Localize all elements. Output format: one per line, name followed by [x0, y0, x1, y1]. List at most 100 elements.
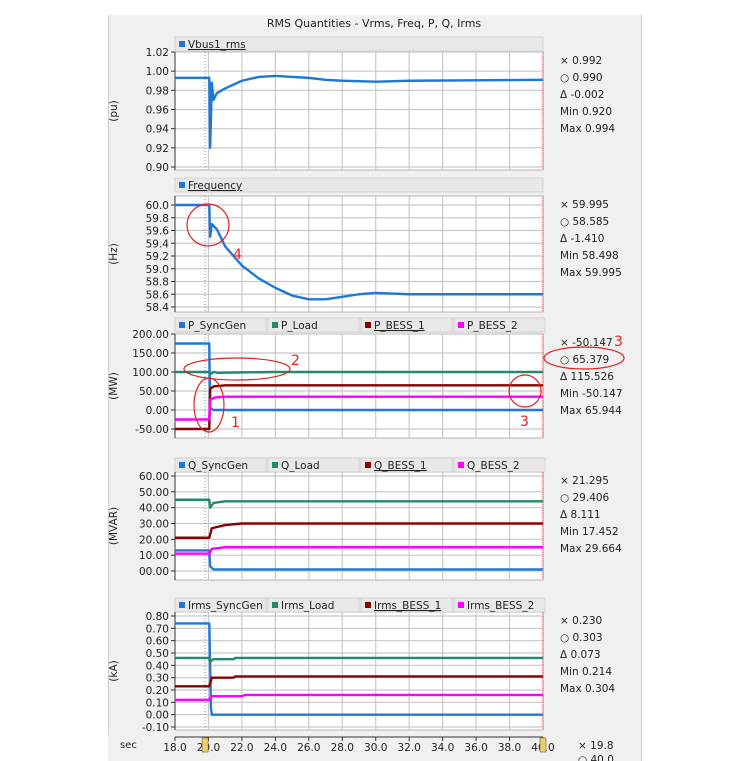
legend-label[interactable]: Q_SyncGen — [188, 460, 248, 472]
readout-x: × 59.995 — [560, 199, 609, 211]
x-tick-label: 24.0 — [264, 742, 287, 754]
legend-label[interactable]: P_Load — [281, 320, 318, 332]
legend-label[interactable]: Irms_SyncGen — [188, 600, 263, 612]
series-line-q_syncgen — [175, 549, 543, 571]
series-line-q_load — [175, 498, 543, 509]
legend-label[interactable]: Q_BESS_1 — [374, 460, 427, 472]
y-tick-label: 58.4 — [146, 302, 170, 314]
readout-min: Min 17.452 — [560, 526, 619, 538]
x-tick-label: 18.0 — [163, 742, 186, 754]
legend-label[interactable]: Vbus1_rms — [188, 39, 246, 51]
series-line-p_bess_2 — [175, 395, 543, 421]
readout-max: Max 59.995 — [560, 267, 622, 279]
series-line-irms_load — [175, 656, 543, 663]
readout-delta: Δ -1.410 — [560, 233, 604, 245]
legend-label[interactable]: Q_Load — [281, 460, 320, 472]
plot-area-3 — [174, 471, 544, 581]
legend-label[interactable]: P_BESS_2 — [467, 320, 518, 332]
y-tick-label: 59.6 — [146, 226, 170, 238]
legend-swatch — [458, 322, 464, 328]
legend-tab[interactable] — [453, 317, 546, 333]
readout-min: Min 0.214 — [560, 666, 612, 678]
y-tick-label: 0.90 — [146, 162, 169, 174]
legend-tab[interactable] — [267, 457, 360, 473]
legend-tab[interactable] — [360, 457, 453, 473]
readout-x: × -50.147 — [560, 337, 613, 349]
y-tick-label: 50.00 — [139, 386, 169, 398]
readout-max: Max 29.664 — [560, 543, 622, 555]
readout-max: Max 65.944 — [560, 405, 622, 417]
cursor-x-handle[interactable] — [201, 737, 209, 753]
legend-swatch — [179, 41, 185, 47]
series-line-irms_bess_1 — [175, 675, 543, 688]
legend-tab[interactable] — [267, 597, 360, 613]
legend-swatch — [365, 462, 371, 468]
series-line-frequency — [175, 203, 543, 301]
legend-swatch — [272, 322, 278, 328]
legend-swatch — [458, 602, 464, 608]
legend-tab[interactable] — [360, 317, 453, 333]
annotation-ellipse-2 — [183, 357, 291, 381]
readout-x: × 0.230 — [560, 615, 602, 627]
y-tick-label: 0.96 — [146, 105, 170, 117]
readout-delta: Δ 115.526 — [560, 371, 614, 383]
y-tick-label: 00.00 — [139, 566, 169, 578]
readout-min: Min -50.147 — [560, 388, 623, 400]
y-tick-label: 0.20 — [146, 685, 169, 697]
legend-tab[interactable] — [267, 317, 360, 333]
legend-tab[interactable] — [174, 597, 267, 613]
x-tick-label: 22.0 — [230, 742, 253, 754]
x-tick-label: 38.0 — [498, 742, 521, 754]
legend-label[interactable]: Q_BESS_2 — [467, 460, 520, 472]
y-axis-label: (kA) — [108, 660, 120, 681]
y-tick-label: 0.70 — [146, 623, 169, 635]
y-tick-label: -50.00 — [135, 424, 169, 436]
y-tick-label: 100.00 — [132, 367, 169, 379]
annotation-ellipse-readout — [543, 346, 625, 370]
y-tick-label: 150.00 — [132, 348, 169, 360]
legend-tab[interactable] — [453, 597, 546, 613]
legend-label[interactable]: Irms_BESS_2 — [467, 600, 534, 612]
legend-label[interactable]: Frequency — [188, 180, 242, 192]
annotation-label-3-readout: 3 — [614, 334, 623, 350]
readout-o: ○ 0.990 — [560, 72, 603, 84]
legend-label[interactable]: P_SyncGen — [188, 320, 246, 332]
cursor-o-handle[interactable] — [539, 737, 547, 753]
legend-label[interactable]: P_BESS_1 — [374, 320, 425, 332]
legend-tab[interactable] — [360, 597, 453, 613]
legend-swatch — [179, 462, 185, 468]
x-readout-o: ○ 40.0 — [578, 754, 614, 761]
legend-label[interactable]: Irms_BESS_1 — [374, 600, 441, 612]
legend-label[interactable]: Irms_Load — [281, 600, 334, 612]
x-tick-label: 28.0 — [331, 742, 354, 754]
plot-area-4 — [174, 611, 544, 731]
annotation-label-2: 2 — [291, 353, 300, 369]
y-tick-label: 200.00 — [132, 329, 169, 341]
y-tick-label: 1.00 — [146, 66, 169, 78]
legend-swatch — [458, 462, 464, 468]
window-title: RMS Quantities - Vrms, Freq, P, Q, Irms — [266, 17, 482, 30]
series-line-vbus1_rms — [175, 74, 544, 150]
y-tick-label: 0.40 — [146, 660, 169, 672]
legend-swatch — [272, 602, 278, 608]
readout-min: Min 58.498 — [560, 250, 619, 262]
legend-tab[interactable] — [453, 457, 546, 473]
x-axis-label: sec — [120, 740, 137, 751]
legend-tab[interactable] — [174, 317, 267, 333]
y-tick-label: 30.00 — [139, 519, 169, 531]
legend-tab[interactable] — [174, 457, 267, 473]
y-tick-label: 0.98 — [146, 85, 169, 97]
x-tick-label: 34.0 — [431, 742, 454, 754]
annotation-label-4: 4 — [233, 247, 242, 263]
y-tick-label: 58.8 — [146, 277, 169, 289]
legend-swatch — [179, 602, 185, 608]
y-tick-label: 1.02 — [146, 47, 169, 59]
y-tick-label: 0.10 — [146, 697, 169, 709]
y-axis-label: (MW) — [108, 372, 120, 400]
x-tick-label: 36.0 — [464, 742, 487, 754]
legend-bar — [174, 177, 544, 193]
annotation-circle-4 — [186, 203, 230, 247]
legend-swatch — [179, 322, 185, 328]
readout-delta: Δ 0.073 — [560, 649, 601, 661]
x-tick-label: 30.0 — [364, 742, 387, 754]
